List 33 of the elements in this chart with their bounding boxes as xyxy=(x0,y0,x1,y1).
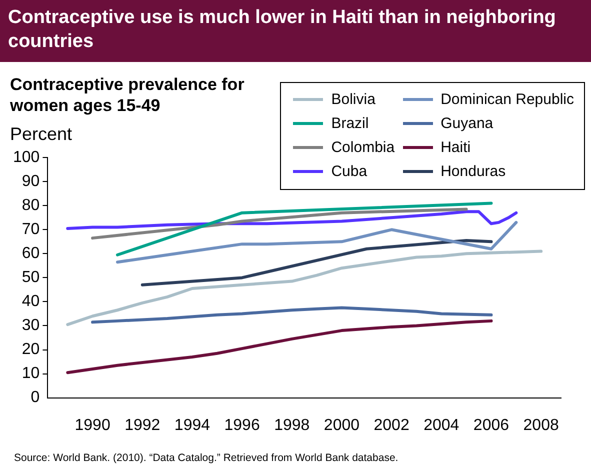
y-tick-label: 100 xyxy=(12,149,40,166)
source-note: Source: World Bank. (2010). “Data Catalog.” Retrieved from World Bank database. xyxy=(14,452,398,464)
x-tick-label: 1994 xyxy=(174,416,210,434)
legend-label: Guyana xyxy=(440,114,494,132)
y-tick-label: 10 xyxy=(22,365,40,382)
x-tick-label: 2006 xyxy=(473,416,510,434)
x-tick-label: 1990 xyxy=(74,416,110,434)
x-tick-label: 2004 xyxy=(424,416,460,434)
y-tick-label: 0 xyxy=(30,389,40,406)
legend-label: Haiti xyxy=(440,138,471,156)
y-tick-label: 20 xyxy=(22,341,40,358)
y-tick-label: 90 xyxy=(22,173,40,190)
x-tick-label: 1996 xyxy=(224,416,260,434)
x-tick-label: 1998 xyxy=(274,416,310,434)
y-tick-label: 30 xyxy=(22,317,40,334)
x-tick-label: 2000 xyxy=(324,416,360,434)
y-tick-label: 80 xyxy=(22,197,40,214)
x-tick-label: 2002 xyxy=(374,416,410,434)
x-tick-label: 1992 xyxy=(124,416,160,434)
y-tick-label: 60 xyxy=(22,245,40,262)
y-tick-label: 40 xyxy=(22,293,40,310)
legend-label: Brazil xyxy=(331,114,369,132)
legend-label: Dominican Republic xyxy=(440,90,574,108)
legend-label: Bolivia xyxy=(331,90,376,108)
legend-label: Colombia xyxy=(331,138,395,156)
y-axis-title: Percent xyxy=(10,124,72,145)
legend-label: Honduras xyxy=(440,162,506,180)
x-tick-label: 2008 xyxy=(523,416,559,434)
y-tick-label: 70 xyxy=(22,221,40,238)
y-tick-label: 50 xyxy=(22,269,40,286)
legend-label: Cuba xyxy=(331,162,368,180)
chart-subtitle: Contraceptive prevalence for women ages 15-49 xyxy=(10,74,246,116)
chart-title: Contraceptive use is much lower in Haiti than in neighboring countries xyxy=(0,0,591,62)
